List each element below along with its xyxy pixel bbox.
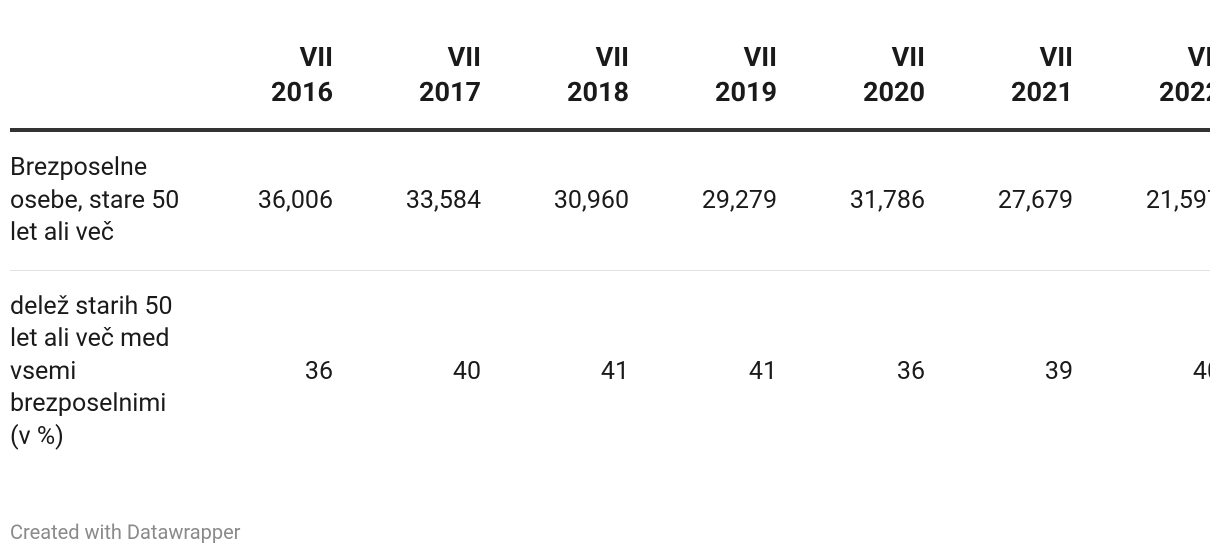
cell-value: 27,679 xyxy=(925,130,1073,271)
header-line: 2019 xyxy=(715,76,777,108)
cell-value: 41 xyxy=(748,356,777,386)
cell-value: 21,597 xyxy=(1073,130,1210,271)
table-row: delež starih 50 let ali več med vsemi br… xyxy=(10,270,1210,473)
row-label: Brezposelne osebe, stare 50 let ali več xyxy=(10,130,185,271)
column-header: VII 2017 xyxy=(333,40,481,132)
header-line: 2017 xyxy=(419,76,481,108)
cell-value: 39 xyxy=(1044,356,1073,386)
header-line: 2020 xyxy=(863,76,925,108)
column-header: VII 2020 xyxy=(777,40,925,132)
header-line: VII xyxy=(743,41,777,73)
column-header: VII 2019 xyxy=(629,40,777,132)
cell-value: 33,584 xyxy=(333,130,481,271)
data-table: VII 2016 VII 2017 VII 2018 VII 2019 VII 2020 VII 20… xyxy=(10,40,1210,473)
cell-value: 30,960 xyxy=(481,130,629,271)
row-label: delež starih 50 let ali več med vsemi br… xyxy=(10,291,173,451)
table-wrap: VII 2016 VII 2017 VII 2018 VII 2019 VII 2020 VII 20… xyxy=(10,40,1210,473)
header-line: 2016 xyxy=(271,76,333,108)
header-row: VII 2016 VII 2017 VII 2018 VII 2019 VII 2020 VII 20… xyxy=(10,40,1210,132)
cell-value: 41 xyxy=(600,356,629,386)
column-header: VII 2021 xyxy=(925,40,1073,132)
cell-value: 40 xyxy=(1192,356,1210,386)
column-header: VII 2018 xyxy=(481,40,629,132)
footer: Created with Datawrapper xyxy=(10,520,241,544)
cell-value: 29,279 xyxy=(629,130,777,271)
header-line: VII xyxy=(1187,41,1210,73)
cell-value: 31,786 xyxy=(777,130,925,271)
header-line: VII xyxy=(595,41,629,73)
header-line: 2018 xyxy=(567,76,629,108)
header-line: VII xyxy=(447,41,481,73)
cell-value: 36,006 xyxy=(185,130,333,271)
corner-cell xyxy=(10,40,185,132)
header-line: 2022 xyxy=(1159,76,1210,108)
header-line: VII xyxy=(1039,41,1073,73)
table-row: Brezposelne osebe, stare 50 let ali več 3… xyxy=(10,130,1210,271)
column-header: VII 2016 xyxy=(185,40,333,132)
header-line: VII xyxy=(299,41,333,73)
header-line: VII xyxy=(891,41,925,73)
cell-value: 36 xyxy=(896,356,925,386)
cell-value: 40 xyxy=(452,356,481,386)
cell-value: 36 xyxy=(304,356,333,386)
column-header: VII 2022 xyxy=(1073,40,1210,132)
header-line: 2021 xyxy=(1011,76,1073,108)
